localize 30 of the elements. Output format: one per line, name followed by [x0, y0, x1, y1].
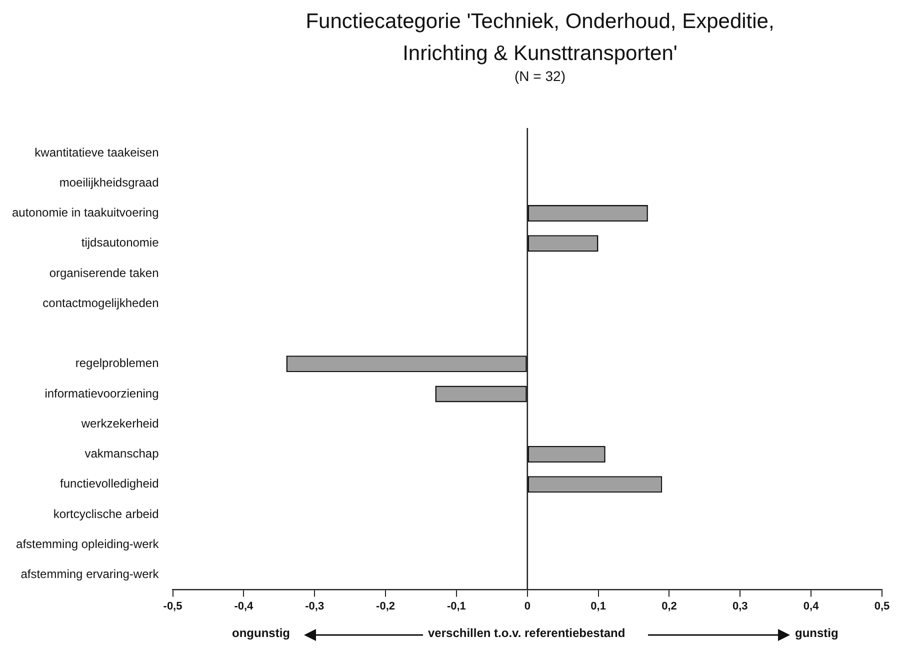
x-tick-label: 0,3 — [732, 600, 748, 612]
y-tick-label: autonomie in taakuitvoering — [12, 206, 159, 220]
y-tick-label: kwantitatieve taakeisen — [34, 145, 159, 160]
text: verschillen t.o.v. referentiebestand — [428, 626, 626, 640]
x-tick-label: 0,5 — [874, 600, 890, 612]
x-tick-label: -0,2 — [376, 600, 396, 612]
y-tick-label: kortcyclische arbeid — [53, 506, 159, 521]
x-tick-label: -0,1 — [446, 600, 466, 612]
x-tick-label: 0,4 — [803, 600, 820, 612]
y-tick-label: functievolledigheid — [60, 476, 159, 491]
x-tick-label: 0,1 — [590, 600, 606, 612]
y-tick-label: afstemming ervaring-werk — [20, 567, 160, 582]
y-tick-label: moeilijkheidsgraad — [59, 175, 159, 190]
y-tick-label: tijdsautonomie — [81, 236, 160, 250]
y-tick-label: vakmanschap — [84, 446, 160, 461]
chart-title: Functiecategorie 'Techniek, Onderhoud, Expeditie, Inrichting & Kunsttransporten' — [306, 10, 774, 65]
x-tick-label: 0 — [524, 600, 530, 612]
chart-subtitle: (N = 32) — [514, 68, 566, 84]
y-tick-label: regelproblemen — [75, 356, 159, 370]
x-tick-label: -0,3 — [305, 600, 324, 612]
x-tick-label: -0,5 — [163, 600, 182, 612]
y-tick-label: contactmogelijkheden — [42, 296, 159, 310]
text: gunstig — [795, 626, 838, 640]
y-tick-label: informatievoorziening — [44, 386, 159, 400]
y-tick-label: werkzekerheid — [80, 416, 159, 430]
y-tick-label: afstemming opleiding-werk — [16, 536, 160, 551]
x-tick-label: 0,2 — [662, 600, 677, 612]
text: ongunstig — [232, 626, 290, 640]
x-tick-label: -0,4 — [234, 600, 254, 612]
y-tick-label: organiserende taken — [49, 266, 159, 280]
